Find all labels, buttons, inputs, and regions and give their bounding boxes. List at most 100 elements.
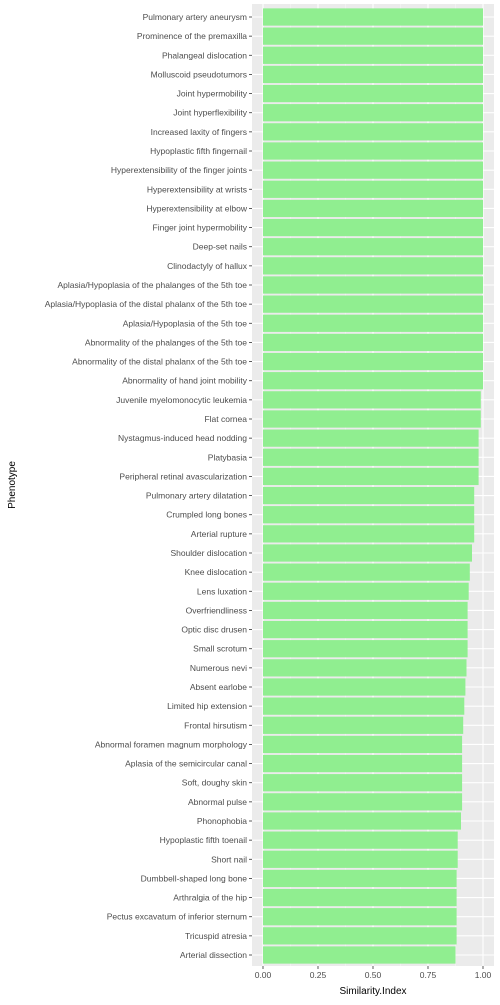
y-tick-label: Hyperextensibility of the finger joints — [111, 165, 247, 175]
y-tick-label: Abnormal foramen magnum morphology — [95, 739, 248, 749]
y-tick-label: Aplasia/Hypoplasia of the phalanges of t… — [58, 280, 248, 290]
bar — [263, 774, 463, 792]
y-tick-label: Hyperextensibility at elbow — [146, 203, 247, 213]
x-tick-label: 0.50 — [365, 970, 382, 980]
bar — [263, 678, 466, 696]
y-axis-ticks: Pulmonary artery aneurysm Prominence of t… — [45, 12, 252, 960]
bar — [263, 218, 483, 237]
bar — [263, 180, 483, 198]
bar — [263, 888, 457, 907]
bar — [263, 161, 483, 179]
bar — [263, 659, 467, 677]
bar — [263, 620, 468, 639]
y-tick-label: Short nail — [211, 854, 247, 864]
bar — [263, 295, 483, 313]
bar — [263, 352, 483, 371]
bar — [263, 582, 469, 600]
y-tick-label: Phalangeal dislocation — [162, 50, 247, 60]
bar — [263, 410, 481, 428]
bar — [263, 27, 483, 45]
y-tick-label: Shoulder dislocation — [170, 548, 247, 558]
y-tick-label: Flat cornea — [204, 414, 247, 424]
bar — [263, 544, 472, 562]
y-tick-label: Arterial dissection — [180, 950, 247, 960]
y-tick-label: Increased laxity of fingers — [151, 127, 247, 137]
y-tick-label: Joint hypermobility — [177, 89, 248, 99]
bar — [263, 601, 468, 620]
y-tick-label: Optic disc drusen — [181, 625, 247, 635]
y-tick-label: Joint hyperflexibility — [173, 108, 247, 118]
bar — [263, 525, 475, 543]
y-tick-label: Juvenile myelomonocytic leukemia — [116, 395, 247, 405]
y-tick-label: Nystagmus-induced head nodding — [118, 433, 247, 443]
bar — [263, 697, 465, 715]
bar — [263, 142, 483, 160]
x-axis-ticks: 0.00 0.25 0.50 0.75 1.00 — [255, 966, 492, 980]
y-tick-label: Clinodactyly of hallux — [167, 261, 248, 271]
y-tick-label: Prominence of the premaxilla — [137, 31, 247, 41]
x-tick-label: 1.00 — [475, 970, 492, 980]
bar — [263, 869, 457, 888]
x-tick-label: 0.00 — [255, 970, 272, 980]
y-tick-label: Molluscoid pseudotumors — [151, 69, 247, 79]
bar — [263, 448, 479, 466]
x-tick-label: 0.25 — [310, 970, 327, 980]
y-tick-label: Small scrotum — [193, 644, 247, 654]
bar — [263, 429, 479, 447]
y-tick-label: Tricuspid atresia — [185, 931, 247, 941]
y-tick-label: Hypoplastic fifth toenail — [160, 835, 248, 845]
y-tick-label: Hypoplastic fifth fingernail — [150, 146, 247, 156]
bar — [263, 238, 483, 256]
y-tick-label: Pectus excavatum of inferior sternum — [107, 912, 247, 922]
y-tick-label: Lens luxation — [197, 586, 247, 596]
y-tick-label: Soft, doughy skin — [182, 778, 247, 788]
bar — [263, 946, 456, 964]
bar — [263, 123, 483, 141]
y-tick-label: Abnormality of the phalanges of the 5th … — [85, 337, 247, 347]
y-tick-label: Dumbbell-shaped long bone — [141, 873, 248, 883]
bar — [263, 831, 458, 849]
bar — [263, 333, 483, 352]
y-tick-label: Deep-set nails — [193, 242, 247, 252]
y-tick-label: Abnormal pulse — [188, 797, 247, 807]
y-tick-label: Crumpled long bones — [166, 510, 247, 520]
bars — [263, 8, 483, 964]
bar — [263, 506, 475, 524]
y-tick-label: Aplasia/Hypoplasia of the distal phalanx… — [45, 299, 248, 309]
bar — [263, 391, 481, 409]
bar — [263, 716, 464, 734]
y-tick-label: Platybasia — [208, 452, 247, 462]
x-tick-label: 0.75 — [420, 970, 437, 980]
bar — [263, 927, 457, 945]
bar — [263, 563, 470, 581]
y-tick-label: Finger joint hypermobility — [153, 223, 248, 233]
y-tick-label: Phonophobia — [197, 816, 247, 826]
y-tick-label: Numerous nevi — [190, 663, 247, 673]
bar — [263, 754, 463, 773]
bar — [263, 65, 483, 84]
y-tick-label: Limited hip extension — [167, 701, 247, 711]
bar — [263, 276, 483, 294]
bar — [263, 467, 479, 486]
bar — [263, 735, 463, 754]
y-tick-label: Arterial rupture — [191, 529, 247, 539]
bar — [263, 486, 475, 505]
y-tick-label: Absent earlobe — [190, 682, 247, 692]
bar — [263, 46, 483, 64]
y-tick-label: Abnormality of hand joint mobility — [122, 376, 247, 386]
y-tick-label: Knee dislocation — [185, 567, 248, 577]
y-tick-label: Frontal hirsutism — [184, 720, 247, 730]
bar — [263, 8, 483, 26]
bar — [263, 84, 483, 103]
bar — [263, 908, 457, 926]
bar — [263, 199, 483, 218]
bar — [263, 314, 483, 332]
bar — [263, 104, 483, 122]
bar — [263, 257, 483, 275]
y-tick-label: Aplasia of the semicircular canal — [125, 759, 247, 769]
y-tick-label: Abnormality of the distal phalanx of the… — [72, 357, 247, 367]
bar — [263, 812, 461, 830]
y-tick-label: Pulmonary artery aneurysm — [143, 12, 247, 22]
bar — [263, 850, 458, 868]
